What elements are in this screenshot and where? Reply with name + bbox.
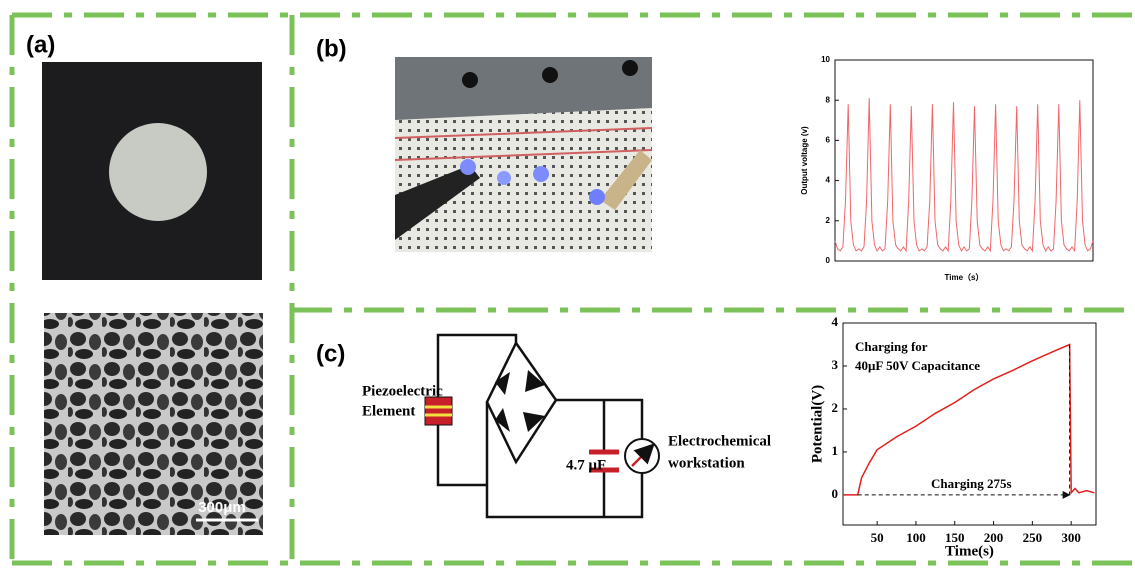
y-tick-label: 10: [821, 55, 830, 64]
annotation: Charging for: [855, 339, 928, 354]
x-tick-label: 100: [906, 530, 926, 545]
annotation: Charging 275s: [931, 476, 1012, 491]
photo-breadboard: [394, 57, 653, 252]
circuit-label: Piezoelectric: [362, 383, 443, 399]
frames: [9, 12, 1135, 566]
panel-label: (c): [316, 340, 345, 367]
y-tick-label: 3: [832, 357, 839, 372]
y-tick-label: 6: [826, 136, 831, 145]
x-tick-label: 150: [945, 530, 965, 545]
photo-disc: [42, 62, 262, 280]
x-tick-label: 300: [1061, 530, 1081, 545]
y-tick-label: 0: [826, 256, 831, 265]
y-tick-label: 2: [826, 216, 831, 225]
x-tick-label: 250: [1023, 530, 1043, 545]
y-tick-label: 0: [832, 486, 839, 501]
panel-label: (a): [26, 31, 55, 58]
y-axis-label: Output voltage (v): [800, 126, 809, 195]
y-tick-label: 2: [832, 400, 839, 415]
x-tick-label: 200: [984, 530, 1004, 545]
plot-frame: [842, 322, 1097, 526]
circuit-label: Electrochemical: [668, 433, 771, 449]
y-tick-label: 1: [832, 443, 839, 458]
plot-frame: [834, 59, 1094, 262]
y-tick-label: 4: [826, 176, 831, 185]
y-tick-label: 4: [832, 314, 839, 329]
circuit: Piezoelectric Element 4.7 μF Electrochem…: [362, 333, 771, 519]
x-tick-label: 50: [871, 530, 884, 545]
y-tick-label: 8: [826, 95, 831, 104]
sem-image: 300μm: [44, 313, 263, 535]
annotation: 40μF 50V Capacitance: [855, 358, 980, 373]
x-axis-label: Time(s): [945, 543, 994, 559]
series-line: [843, 343, 1095, 496]
x-axis-label: Time（s）: [945, 272, 984, 282]
circuit-label: Element: [362, 403, 415, 419]
y-axis-label: Potential(V): [809, 385, 825, 463]
circuit-label: 4.7 μF: [566, 457, 606, 473]
circuit-label: workstation: [668, 455, 745, 471]
scale-bar: 300μm: [198, 499, 246, 516]
panel-label: (b): [316, 35, 347, 62]
series-line: [834, 98, 1094, 253]
